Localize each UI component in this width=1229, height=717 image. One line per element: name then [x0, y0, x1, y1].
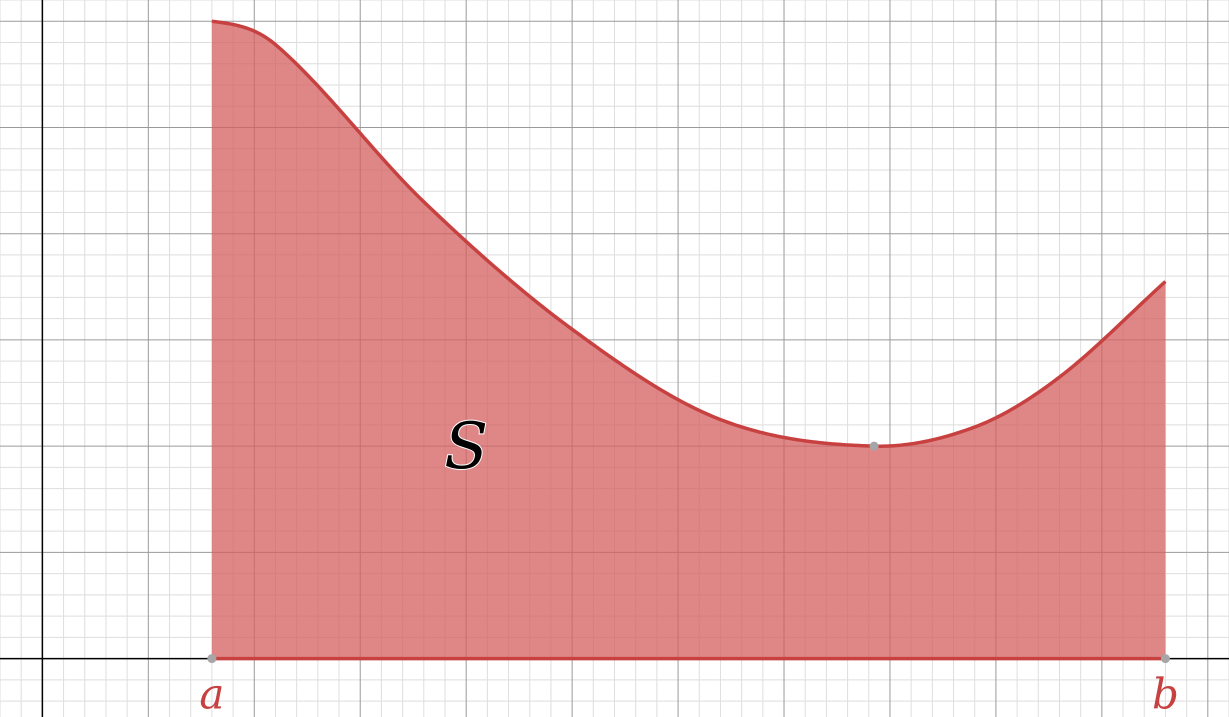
region-label-s: S [444, 410, 488, 484]
endpoint-a-dot [207, 654, 217, 664]
shaded-region-s [211, 21, 1166, 659]
endpoint-label-a: a [199, 670, 224, 717]
endpoint-b-dot [1160, 654, 1170, 664]
minimum-point-dot [869, 441, 879, 451]
endpoint-label-b: b [1152, 670, 1179, 717]
function-curve [211, 19, 1167, 448]
points [207, 441, 1170, 664]
